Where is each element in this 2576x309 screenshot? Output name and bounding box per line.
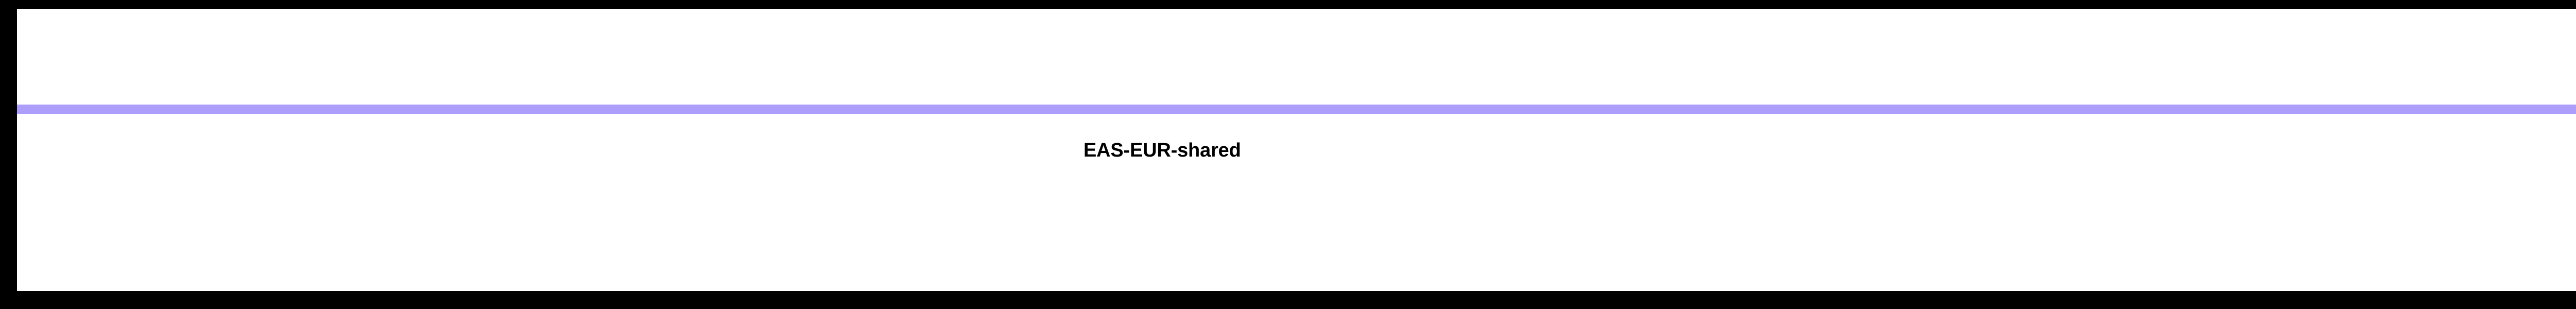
diagram-panel: EAS-EUR-shared (17, 9, 2576, 291)
segment-label: EAS-EUR-shared (1083, 140, 1241, 161)
shared-link-band[interactable] (17, 105, 2576, 114)
